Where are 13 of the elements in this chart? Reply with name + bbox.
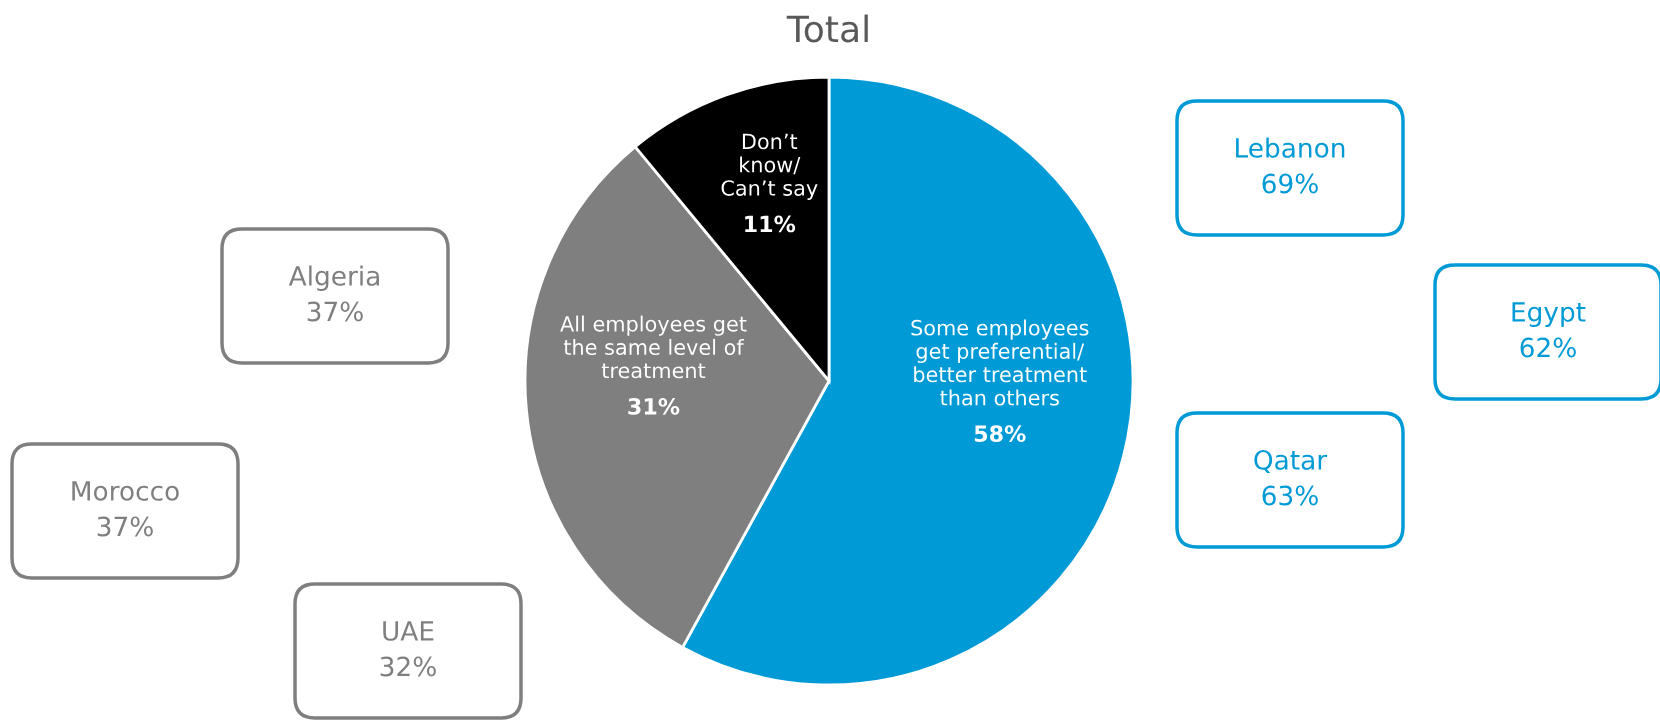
text: UAE 32% (380, 621, 436, 677)
data-label: 11% (745, 215, 796, 233)
data-label: 31% (628, 397, 680, 415)
text: Morocco 37% (72, 481, 179, 537)
chart-title: Total (786, 14, 868, 43)
text: Lebanon 69% (1236, 137, 1345, 194)
slice-label: All employees get the same level of treatment (560, 315, 747, 379)
data-label: 58% (974, 425, 1026, 443)
slice-label: Don’t know/ Can’t say (721, 133, 818, 200)
text: Egypt 62% (1512, 302, 1586, 358)
text: Algeria 37% (288, 265, 379, 322)
text: Qatar 63% (1254, 449, 1328, 506)
slice-label: Some employees get preferential/ better treatment than others (911, 319, 1089, 406)
